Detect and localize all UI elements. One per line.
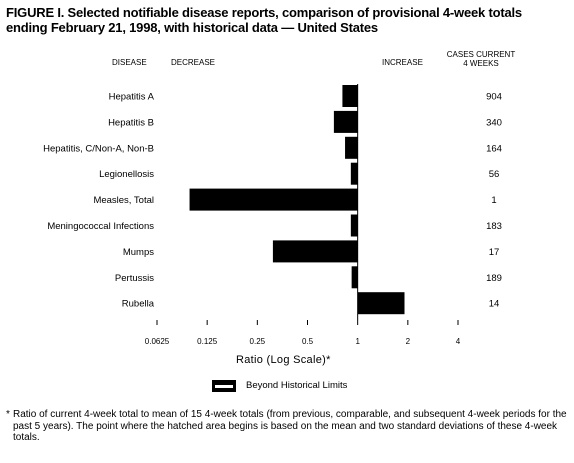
bar xyxy=(272,240,358,263)
category-label: Hepatitis, C/Non-A, Non-B xyxy=(43,143,154,154)
x-tick-label: 0.25 xyxy=(250,337,266,346)
legend-swatch xyxy=(212,380,236,392)
category-label: Rubella xyxy=(122,299,155,310)
decrease-header: DECREASE xyxy=(171,58,216,67)
x-tick-label: 4 xyxy=(456,337,461,346)
footnote-marker: * xyxy=(6,409,10,420)
category-label: Measles, Total xyxy=(93,195,154,206)
bar xyxy=(189,188,358,211)
bar xyxy=(350,214,358,237)
bar xyxy=(333,110,358,133)
cases-value: 904 xyxy=(486,92,502,103)
cases-value: 14 xyxy=(489,299,500,310)
x-tick-label: 0.0625 xyxy=(145,337,170,346)
increase-header: INCREASE xyxy=(382,58,423,67)
cases-value: 340 xyxy=(486,117,502,128)
bar xyxy=(345,136,358,159)
x-tick-label: 0.125 xyxy=(197,337,218,346)
category-label: Mumps xyxy=(123,247,154,258)
bar xyxy=(342,85,358,107)
chart-title: FIGURE I. Selected notifiable disease re… xyxy=(6,5,522,35)
cases-value: 56 xyxy=(489,169,500,180)
category-label: Meningococcal Infections xyxy=(47,221,154,232)
cases-value: 164 xyxy=(486,143,502,154)
footnote: * Ratio of current 4-week total to mean … xyxy=(6,409,568,444)
x-tick-label: 2 xyxy=(406,337,411,346)
cases-value: 17 xyxy=(489,247,500,258)
cases-header-line-2: 4 WEEKS xyxy=(463,59,499,68)
category-label: Hepatitis B xyxy=(108,117,154,128)
cases-value: 189 xyxy=(486,273,502,284)
category-label: Hepatitis A xyxy=(109,92,155,103)
category-label: Pertussis xyxy=(115,273,154,284)
category-label: Legionellosis xyxy=(99,169,154,180)
x-tick-label: 1 xyxy=(355,337,360,346)
legend-label: Beyond Historical Limits xyxy=(246,380,348,391)
bar xyxy=(351,266,358,289)
cases-header-line-1: CASES CURRENT xyxy=(446,50,516,59)
bar xyxy=(350,162,358,185)
disease-column-header: DISEASE xyxy=(112,58,147,67)
x-tick-label: 0.5 xyxy=(302,337,314,346)
bar xyxy=(357,292,405,315)
cases-value: 183 xyxy=(486,221,502,232)
cases-value: 1 xyxy=(491,195,496,206)
footnote-text: Ratio of current 4-week total to mean of… xyxy=(13,409,567,443)
x-axis-label: Ratio (Log Scale)* xyxy=(236,354,331,366)
